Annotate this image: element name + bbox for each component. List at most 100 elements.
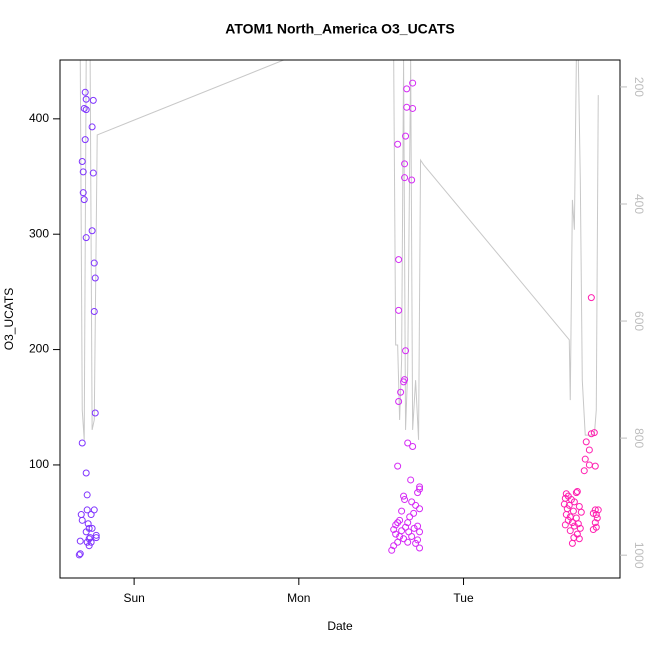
data-point <box>92 534 100 542</box>
y-axis-label: O3_UCATS <box>2 288 16 350</box>
data-point <box>570 522 578 530</box>
data-point <box>90 259 98 267</box>
data-point <box>575 535 583 543</box>
data-point <box>79 168 87 176</box>
y2-tick-label: 200 <box>632 77 646 97</box>
data-point <box>592 511 600 519</box>
data-point <box>409 442 417 450</box>
data-point <box>402 523 410 531</box>
data-point <box>416 485 424 493</box>
y2-tick-label: 1000 <box>632 542 646 569</box>
data-point <box>402 347 410 355</box>
data-point <box>577 508 585 516</box>
data-point <box>408 532 416 540</box>
data-point <box>392 521 400 529</box>
data-point <box>395 397 403 405</box>
data-point <box>82 469 90 477</box>
data-point <box>416 544 424 552</box>
data-point <box>395 306 403 314</box>
data-point <box>565 501 573 509</box>
data-point <box>576 524 584 532</box>
data-point <box>87 511 95 519</box>
data-point <box>412 539 420 547</box>
data-point <box>75 551 83 559</box>
data-point <box>92 531 100 539</box>
data-point <box>395 256 403 264</box>
data-point <box>410 524 418 532</box>
data-point <box>400 492 408 500</box>
data-point <box>76 537 84 545</box>
data-point <box>78 439 86 447</box>
x-tick-label: Mon <box>287 591 310 605</box>
data-point <box>587 294 595 302</box>
data-point <box>410 509 418 517</box>
data-point <box>591 462 599 470</box>
data-point <box>392 530 400 538</box>
data-point <box>88 227 96 235</box>
data-point <box>394 140 402 148</box>
data-point <box>570 498 578 506</box>
data-point <box>88 123 96 131</box>
data-point <box>390 542 398 550</box>
data-point <box>76 550 84 558</box>
data-point <box>85 535 93 543</box>
data-point <box>416 528 424 536</box>
data-point <box>82 106 90 114</box>
data-point <box>572 489 580 497</box>
data-point <box>402 132 410 140</box>
data-point <box>79 189 87 197</box>
plot-area <box>75 60 602 559</box>
data-point <box>409 79 417 87</box>
data-point <box>587 430 595 438</box>
data-point <box>81 88 89 96</box>
data-point <box>390 526 398 534</box>
data-point <box>585 446 593 454</box>
data-point <box>397 388 405 396</box>
data-point <box>83 538 91 546</box>
y-tick-label: 400 <box>29 111 49 125</box>
data-point <box>407 476 415 484</box>
data-point <box>566 527 574 535</box>
data-point <box>89 169 97 177</box>
y-tick-label: 100 <box>29 457 49 471</box>
data-point <box>87 538 95 546</box>
x-axis-label: Date <box>327 619 353 633</box>
data-point <box>574 520 582 528</box>
data-point <box>83 506 91 514</box>
data-point <box>80 196 88 204</box>
data-point <box>414 489 422 497</box>
data-point <box>90 308 98 316</box>
data-point <box>394 538 402 546</box>
data-point <box>78 516 86 524</box>
data-point <box>400 535 408 543</box>
data-point <box>404 439 412 447</box>
data-point <box>388 546 396 554</box>
y2-tick-label: 400 <box>632 194 646 214</box>
data-point <box>85 542 93 550</box>
data-point <box>82 234 90 242</box>
data-point <box>592 523 600 531</box>
data-point <box>561 521 569 529</box>
data-point <box>89 96 97 104</box>
data-point <box>400 378 408 386</box>
data-point <box>78 158 86 166</box>
data-point <box>90 506 98 514</box>
data-point <box>409 104 417 112</box>
data-point <box>562 490 570 498</box>
data-point <box>416 505 424 513</box>
data-point <box>582 438 590 446</box>
y2-tick-label: 800 <box>632 428 646 448</box>
y2-tick-label: 600 <box>632 311 646 331</box>
data-point <box>398 507 406 515</box>
data-point <box>396 516 404 524</box>
data-point <box>408 498 416 506</box>
data-point <box>569 507 577 515</box>
data-point <box>403 85 411 93</box>
data-point <box>581 455 589 463</box>
data-point <box>580 467 588 475</box>
y-tick-label: 200 <box>29 342 49 356</box>
data-point <box>401 496 409 504</box>
data-point <box>394 519 402 527</box>
x-tick-label: Sun <box>123 591 144 605</box>
